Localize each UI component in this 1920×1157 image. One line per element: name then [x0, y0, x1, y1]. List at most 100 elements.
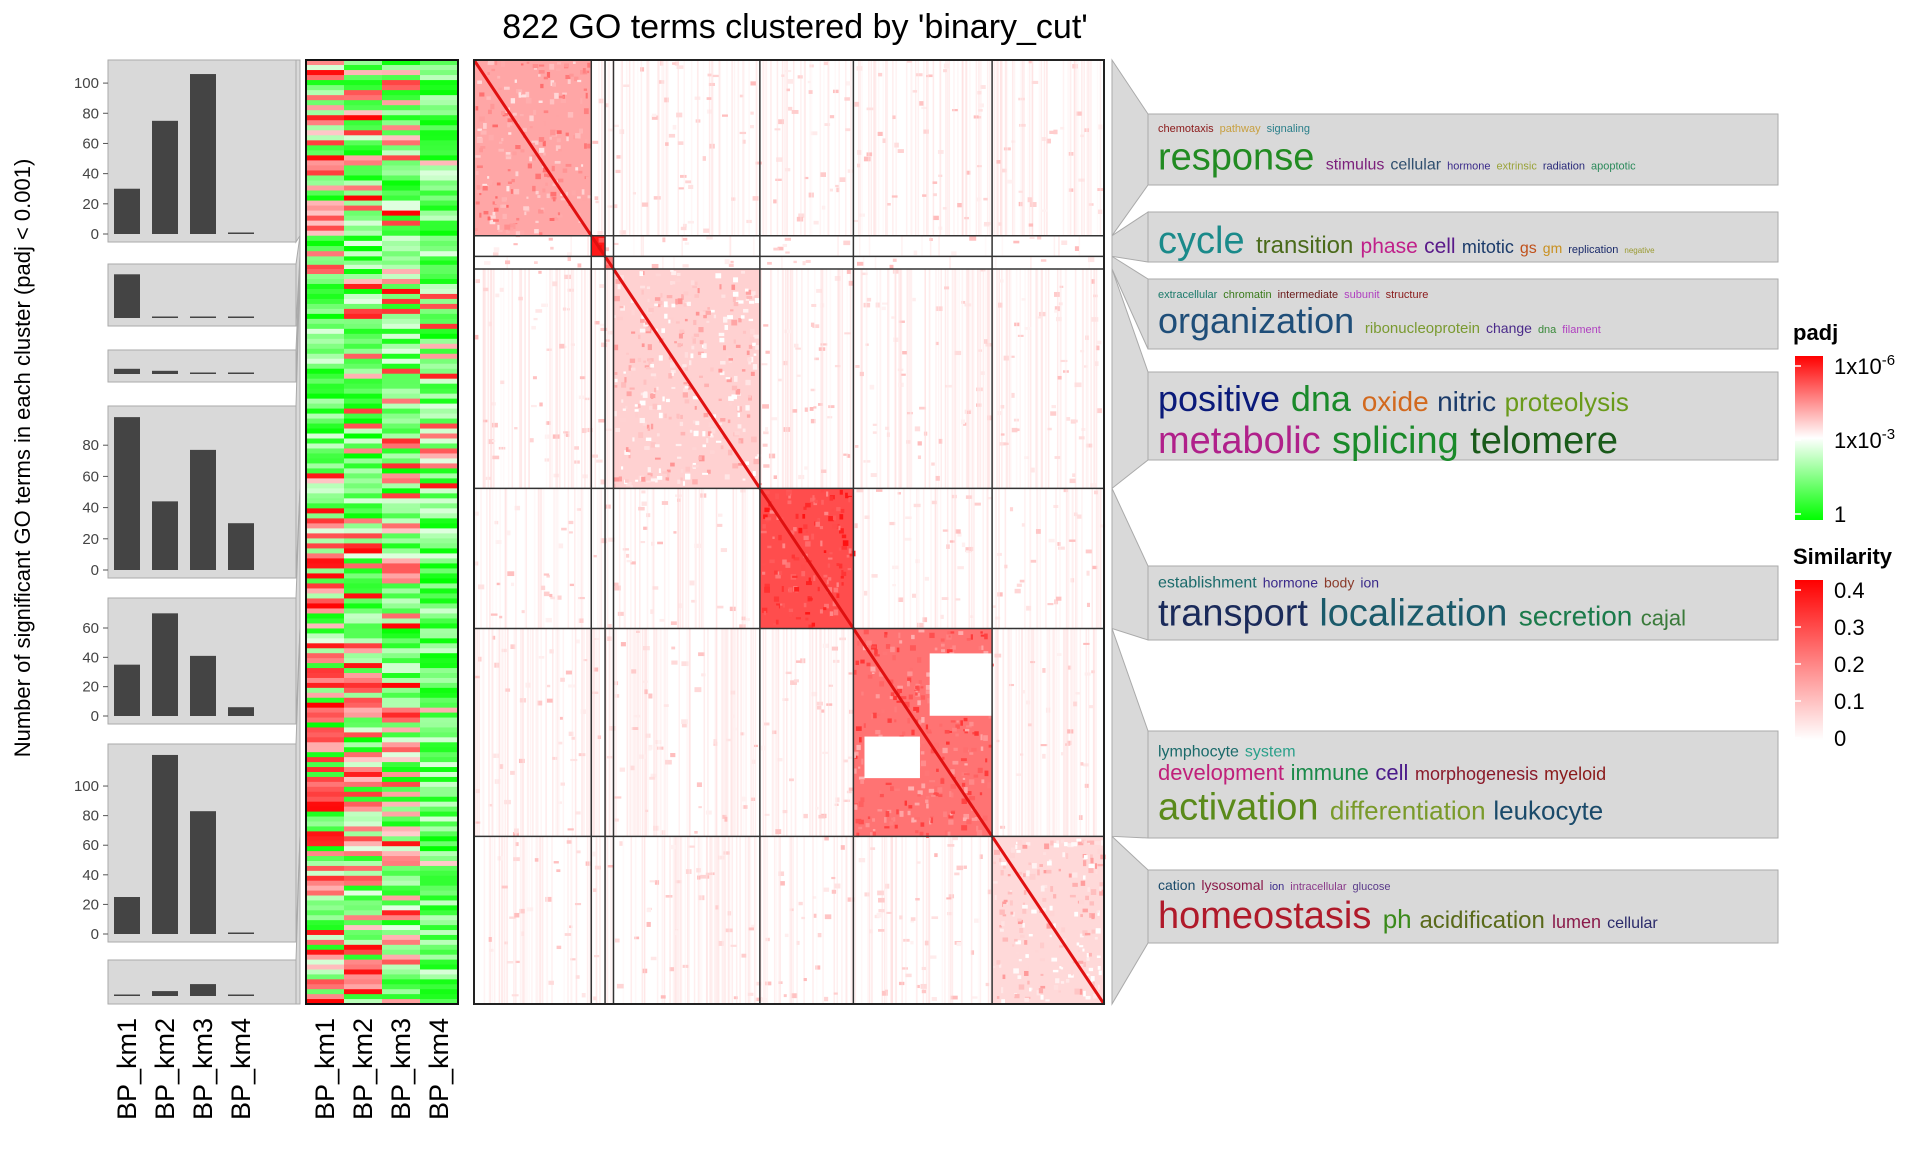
similarity-off-diagonal-cell: [866, 107, 874, 111]
padj-cell: [344, 145, 383, 151]
similarity-off-diagonal-cell: [846, 454, 851, 458]
similarity-off-diagonal-stripe: [1001, 269, 1003, 489]
similarity-cell: [666, 398, 670, 403]
similarity-cell: [1023, 890, 1027, 895]
similarity-cell: [884, 631, 888, 635]
padj-cell: [344, 478, 383, 484]
similarity-cell: [741, 270, 745, 274]
padj-cell: [344, 638, 383, 644]
padj-cell: [420, 523, 459, 529]
similarity-cell: [577, 79, 582, 83]
word-cloud-term: organization: [1158, 300, 1354, 341]
similarity-off-diagonal-stripe: [996, 269, 998, 489]
similarity-off-diagonal-cell: [863, 460, 871, 463]
similarity-off-diagonal-cell: [672, 124, 677, 130]
padj-cell: [420, 190, 459, 197]
similarity-cell: [720, 445, 724, 450]
padj-cell: [306, 826, 345, 832]
padj-cell: [344, 732, 383, 738]
similarity-off-diagonal-cell: [568, 731, 574, 737]
padj-cell: [382, 762, 421, 768]
padj-cell: [382, 323, 421, 330]
similarity-off-diagonal-stripe: [683, 60, 685, 236]
similarity-cell: [1088, 867, 1094, 874]
similarity-off-diagonal-cell: [742, 805, 748, 809]
similarity-cell: [1074, 911, 1079, 917]
similarity-off-diagonal-cell: [941, 597, 949, 600]
similarity-off-diagonal-cell: [869, 929, 873, 934]
similarity-cell: [646, 479, 651, 483]
similarity-cell: [762, 524, 766, 529]
padj-cell: [382, 269, 421, 275]
similarity-off-diagonal-stripe: [581, 628, 584, 837]
padj-cell: [344, 508, 383, 514]
similarity-off-diagonal-stripe: [556, 628, 559, 837]
similarity-off-diagonal-cell: [944, 286, 950, 290]
padj-cell: [382, 653, 421, 659]
similarity-off-diagonal-stripe: [660, 628, 662, 837]
padj-cell: [344, 185, 383, 192]
similarity-off-diagonal-cell: [915, 73, 923, 77]
similarity-off-diagonal-cell: [702, 156, 706, 161]
padj-cell: [382, 413, 421, 420]
similarity-off-diagonal-cell: [545, 896, 552, 902]
similarity-cell: [754, 295, 758, 298]
similarity-off-diagonal-cell: [1054, 291, 1060, 297]
similarity-cell: [497, 75, 501, 79]
similarity-cell: [999, 858, 1002, 862]
similarity-cell: [647, 473, 653, 477]
bar: [190, 811, 216, 934]
similarity-cell: [617, 316, 623, 321]
similarity-off-diagonal-stripe: [789, 836, 791, 1004]
similarity-off-diagonal-cell: [1087, 257, 1095, 263]
similarity-off-diagonal-cell: [853, 219, 858, 223]
word-cloud-connector: [1111, 835, 1149, 1006]
similarity-off-diagonal-stripe: [1085, 628, 1088, 837]
similarity-off-diagonal-stripe: [531, 836, 533, 1004]
similarity-off-diagonal-cell: [578, 596, 585, 600]
similarity-cell: [581, 189, 585, 195]
similarity-off-diagonal-stripe: [922, 488, 925, 629]
similarity-off-diagonal-stripe: [1027, 628, 1030, 837]
word-cloud-term: nitric: [1437, 386, 1496, 417]
padj-cell: [420, 682, 459, 689]
bar: [228, 994, 254, 996]
similarity-cell: [710, 309, 715, 313]
barplot-y-tick-label: 60: [82, 620, 99, 637]
similarity-off-diagonal-cell: [674, 61, 680, 66]
similarity-off-diagonal-cell: [1035, 529, 1041, 534]
similarity-off-diagonal-stripe: [1024, 269, 1026, 489]
padj-cell: [306, 503, 345, 509]
similarity-cell: [858, 776, 865, 780]
similarity-off-diagonal-stripe: [1072, 488, 1074, 629]
similarity-cell: [726, 355, 731, 360]
similarity-off-diagonal-stripe: [699, 836, 701, 1004]
similarity-cell: [479, 147, 483, 153]
similarity-cell: [1097, 910, 1100, 916]
similarity-cell: [911, 729, 915, 736]
similarity-off-diagonal-cell: [892, 258, 897, 262]
similarity-off-diagonal-cell: [1093, 294, 1098, 298]
similarity-cell: [657, 304, 661, 308]
similarity-off-diagonal-cell: [475, 279, 481, 284]
bar: [152, 501, 178, 570]
similarity-cell: [820, 489, 824, 493]
similarity-cell: [827, 557, 833, 560]
padj-cell: [420, 80, 459, 86]
similarity-off-diagonal-stripe: [641, 628, 644, 837]
similarity-cell: [1042, 897, 1047, 902]
padj-cell: [382, 959, 421, 966]
barplot-y-tick-label: 40: [82, 649, 99, 666]
padj-cell: [382, 791, 421, 798]
similarity-off-diagonal-stripe: [938, 235, 940, 257]
similarity-off-diagonal-cell: [564, 933, 572, 936]
padj-cell: [306, 895, 345, 901]
similarity-off-diagonal-cell: [1086, 602, 1090, 608]
similarity-off-diagonal-stripe: [628, 628, 630, 837]
similarity-off-diagonal-stripe: [507, 628, 509, 837]
similarity-off-diagonal-cell: [676, 112, 683, 118]
similarity-cell: [535, 173, 541, 180]
similarity-cell: [754, 298, 760, 304]
similarity-off-diagonal-stripe: [868, 836, 871, 1004]
barplot-y-tick-label: 80: [82, 437, 99, 454]
